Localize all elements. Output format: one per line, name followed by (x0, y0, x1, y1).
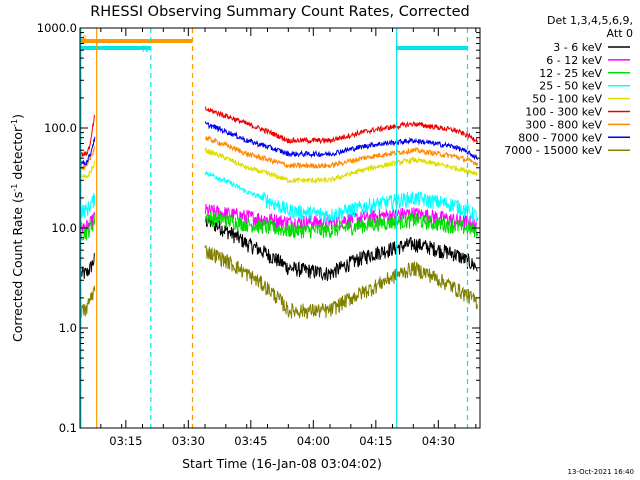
y-axis: 0.1 1.0 10.0 100.0 1000.0 (37, 21, 480, 435)
x-tick-label: 03:30 (172, 434, 205, 448)
y-axis-label-main: Corrected Count Rate (s (10, 192, 25, 342)
series-3 (80, 170, 478, 223)
legend-label-4: 50 - 100 keV (532, 93, 602, 106)
series-8-segment-1 (204, 245, 478, 320)
legend-label-3: 25 - 50 keV (539, 80, 602, 93)
x-tick-label: 04:30 (422, 434, 455, 448)
series-5-segment-1 (204, 106, 478, 145)
series-7-segment-0 (80, 136, 96, 166)
legend-label-7: 800 - 7000 keV (518, 131, 602, 144)
x-tick-label: 03:15 (109, 434, 142, 448)
y-axis-label: Corrected Count Rate (s-1 detector-1) (10, 114, 25, 342)
legend-label-5: 100 - 300 keV (525, 106, 602, 119)
footer-date: 13-Oct-2021 16:40 (568, 468, 634, 476)
series-7-segment-1 (204, 121, 478, 161)
y-tick-label: 10.0 (51, 221, 77, 235)
y-axis-label-sup2: -1 (10, 119, 19, 127)
series-2-segment-0 (80, 214, 96, 241)
series-4-segment-1 (204, 146, 478, 185)
y-axis-label-sup1: -1 (10, 184, 19, 192)
flag-label-n: N (142, 45, 149, 55)
y-tick-label: 0.1 (59, 421, 77, 435)
legend-label-8: 7000 - 15000 keV (504, 144, 602, 157)
data-series (80, 106, 478, 320)
legend-label-0: 3 - 6 keV (553, 41, 602, 54)
legend-label-6: 300 - 800 keV (525, 118, 602, 131)
series-4 (80, 146, 478, 185)
series-6-segment-1 (204, 135, 478, 170)
legend-header-line-2: Att 0 (607, 27, 633, 40)
series-0-segment-0 (80, 252, 96, 279)
legend-label-1: 6 - 12 keV (546, 54, 602, 67)
chart-title: RHESSI Observing Summary Count Rates, Co… (90, 4, 470, 20)
series-0 (80, 215, 478, 282)
attenuator-lines (80, 28, 469, 428)
series-2 (80, 211, 478, 241)
x-tick-label: 03:45 (234, 434, 267, 448)
series-8-segment-0 (80, 285, 96, 318)
y-axis-label-mid: detector (10, 126, 25, 184)
series-5-segment-0 (80, 114, 96, 157)
x-tick-label: 04:15 (359, 434, 392, 448)
series-7 (80, 121, 478, 166)
y-tick-label: 1000.0 (37, 21, 77, 35)
y-tick-label: 100.0 (44, 121, 77, 135)
y-axis-label-end: ) (10, 114, 25, 119)
series-3-segment-1 (204, 170, 478, 223)
series-8 (80, 245, 478, 320)
x-tick-label: 04:00 (297, 434, 330, 448)
series-0-segment-1 (204, 215, 478, 282)
observing-flags: SN (80, 35, 468, 55)
x-axis-label: Start Time (16-Jan-08 03:04:02) (182, 456, 382, 471)
x-axis: 03:15 03:30 03:45 04:00 04:15 04:30 (79, 28, 477, 448)
series-2-segment-1 (204, 211, 478, 239)
series-4-segment-0 (80, 160, 96, 179)
flag-label-s: S (82, 35, 88, 45)
y-tick-label: 1.0 (59, 321, 77, 335)
series-3-segment-0 (80, 192, 96, 219)
series-1-segment-1 (204, 203, 478, 232)
legend-label-2: 12 - 25 keV (539, 67, 602, 80)
legend-header-line-1: Det 1,3,4,5,6,9, (547, 14, 633, 27)
series-5 (80, 106, 478, 157)
